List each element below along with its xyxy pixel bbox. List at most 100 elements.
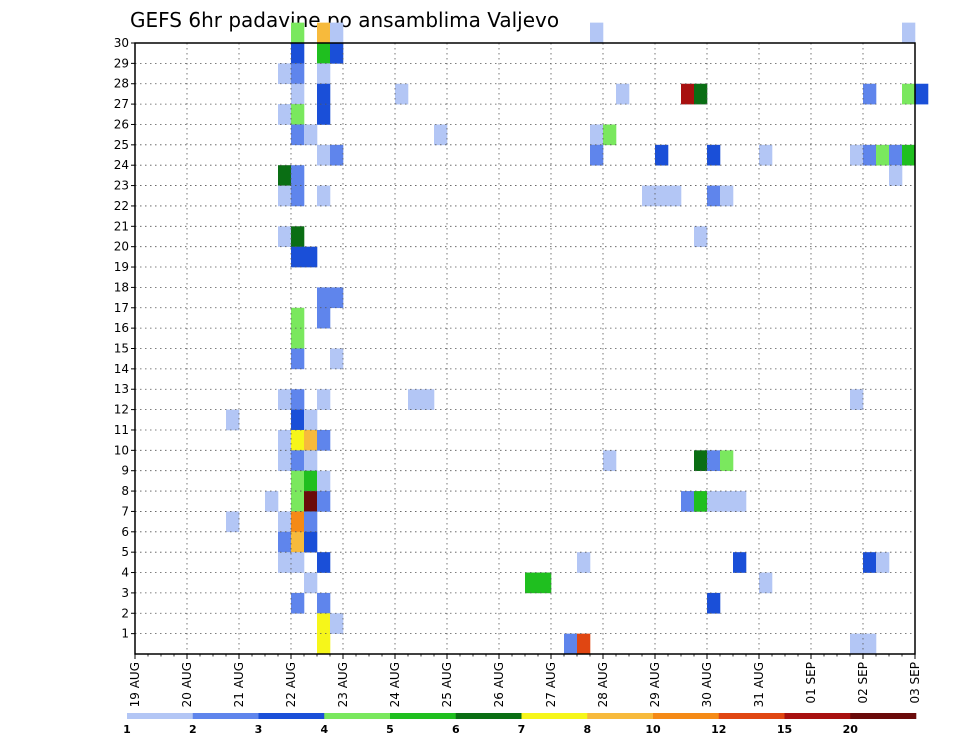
heatmap-cell bbox=[694, 83, 708, 105]
x-tick-label: 27 AUG bbox=[544, 662, 558, 707]
heatmap-cell bbox=[577, 633, 591, 655]
heatmap-cell bbox=[291, 450, 305, 471]
y-tick-label: 18 bbox=[114, 280, 129, 294]
heatmap-cell bbox=[278, 104, 292, 125]
x-tick-label: 01 SEP bbox=[804, 662, 818, 704]
heatmap-cell bbox=[291, 63, 305, 85]
y-tick-label: 17 bbox=[114, 301, 129, 315]
heatmap-cell bbox=[850, 633, 864, 655]
heatmap-cell bbox=[538, 572, 552, 594]
heatmap-cell bbox=[421, 389, 435, 410]
y-tick-label: 10 bbox=[114, 443, 129, 457]
y-axis-ticks: 1234567891011121314151617181920212223242… bbox=[114, 36, 135, 641]
heatmap-cell bbox=[889, 165, 903, 186]
heatmap-cell bbox=[707, 185, 721, 207]
heatmap-cell bbox=[304, 511, 318, 533]
heatmap-cell bbox=[720, 450, 734, 471]
y-tick-label: 11 bbox=[114, 423, 129, 437]
heatmap-cell bbox=[317, 287, 331, 309]
heatmap-cell bbox=[863, 552, 877, 573]
heatmap-cell bbox=[317, 633, 331, 655]
heatmap-cell bbox=[317, 552, 331, 573]
heatmap-cell bbox=[330, 144, 344, 166]
heatmap-cell bbox=[902, 144, 916, 166]
colorbar-label: 20 bbox=[843, 723, 859, 736]
heatmap-cell bbox=[291, 307, 305, 329]
heatmap-cell bbox=[590, 144, 604, 166]
x-tick-label: 02 SEP bbox=[856, 662, 870, 704]
colorbar-label: 1 bbox=[123, 723, 131, 736]
heatmap-cell bbox=[304, 429, 318, 451]
colorbar-swatch bbox=[127, 713, 194, 719]
heatmap-cell bbox=[317, 83, 331, 105]
y-tick-label: 20 bbox=[114, 240, 129, 254]
colorbar-label: 4 bbox=[320, 723, 328, 736]
heatmap-cell bbox=[850, 389, 864, 410]
heatmap-cell bbox=[590, 22, 604, 44]
colorbar: 1 2 3 4 5 6 7 8 10 12 15 20 bbox=[123, 713, 917, 736]
x-tick-label: 30 AUG bbox=[700, 662, 714, 707]
colorbar-label: 3 bbox=[255, 723, 263, 736]
heatmap-cell bbox=[668, 185, 682, 207]
x-tick-label: 29 AUG bbox=[648, 662, 662, 707]
heatmap-cell bbox=[304, 409, 318, 431]
heatmap-cell bbox=[759, 572, 773, 594]
y-tick-label: 2 bbox=[121, 606, 129, 620]
heatmap-cell bbox=[317, 144, 331, 166]
heatmap-cell bbox=[304, 572, 318, 594]
heatmap-cell bbox=[876, 144, 890, 166]
heatmap-cell bbox=[291, 491, 305, 512]
y-tick-label: 7 bbox=[121, 504, 129, 518]
heatmap-cells bbox=[226, 22, 929, 655]
heatmap-cell bbox=[720, 491, 734, 512]
heatmap-cell bbox=[317, 613, 331, 634]
x-tick-label: 20 AUG bbox=[180, 662, 194, 707]
heatmap-cell bbox=[317, 22, 331, 44]
colorbar-swatch bbox=[455, 713, 522, 719]
heatmap-cell bbox=[304, 124, 318, 146]
heatmap-cell bbox=[291, 328, 305, 349]
colorbar-swatch bbox=[718, 713, 785, 719]
colorbar-label: 10 bbox=[645, 723, 661, 736]
y-tick-label: 26 bbox=[114, 117, 129, 131]
heatmap-cell bbox=[317, 491, 331, 512]
heatmap-cell bbox=[577, 552, 591, 573]
heatmap-cell bbox=[330, 43, 344, 64]
heatmap-cell bbox=[291, 104, 305, 125]
heatmap-cell bbox=[278, 531, 292, 553]
y-tick-label: 30 bbox=[114, 36, 129, 50]
heatmap-cell bbox=[278, 63, 292, 85]
x-axis-ticks: 19 AUG 20 AUG 21 AUG 22 AUG 23 AUG 24 AUG 25 A… bbox=[128, 654, 922, 707]
heatmap-cell bbox=[278, 185, 292, 207]
y-tick-label: 14 bbox=[114, 362, 129, 376]
heatmap-cell bbox=[278, 429, 292, 451]
colorbar-label: 8 bbox=[583, 723, 591, 736]
heatmap-cell bbox=[889, 144, 903, 166]
heatmap-cell bbox=[317, 104, 331, 125]
heatmap-cell bbox=[304, 531, 318, 553]
heatmap-cell bbox=[291, 348, 305, 370]
colorbar-swatch bbox=[324, 713, 391, 719]
heatmap-cell bbox=[733, 491, 747, 512]
y-tick-label: 22 bbox=[114, 199, 129, 213]
colorbar-swatch bbox=[390, 713, 457, 719]
x-tick-label: 25 AUG bbox=[440, 662, 454, 707]
heatmap-cell bbox=[694, 491, 708, 512]
y-tick-label: 13 bbox=[114, 382, 129, 396]
y-tick-label: 12 bbox=[114, 403, 129, 417]
colorbar-label: 2 bbox=[189, 723, 197, 736]
y-tick-label: 25 bbox=[114, 138, 129, 152]
x-tick-label: 22 AUG bbox=[284, 662, 298, 707]
heatmap-cell bbox=[291, 226, 305, 247]
y-tick-label: 19 bbox=[114, 260, 129, 274]
colorbar-swatch bbox=[850, 713, 917, 719]
heatmap-cell bbox=[694, 226, 708, 247]
heatmap-cell bbox=[291, 185, 305, 207]
colorbar-label: 5 bbox=[386, 723, 394, 736]
heatmap-cell bbox=[291, 470, 305, 492]
heatmap-cell bbox=[759, 144, 773, 166]
heatmap-cell bbox=[317, 307, 331, 329]
heatmap-cell bbox=[265, 491, 279, 512]
chart-title: GEFS 6hr padavine po ansamblima Valjevo bbox=[130, 8, 559, 32]
y-tick-label: 21 bbox=[114, 219, 129, 233]
